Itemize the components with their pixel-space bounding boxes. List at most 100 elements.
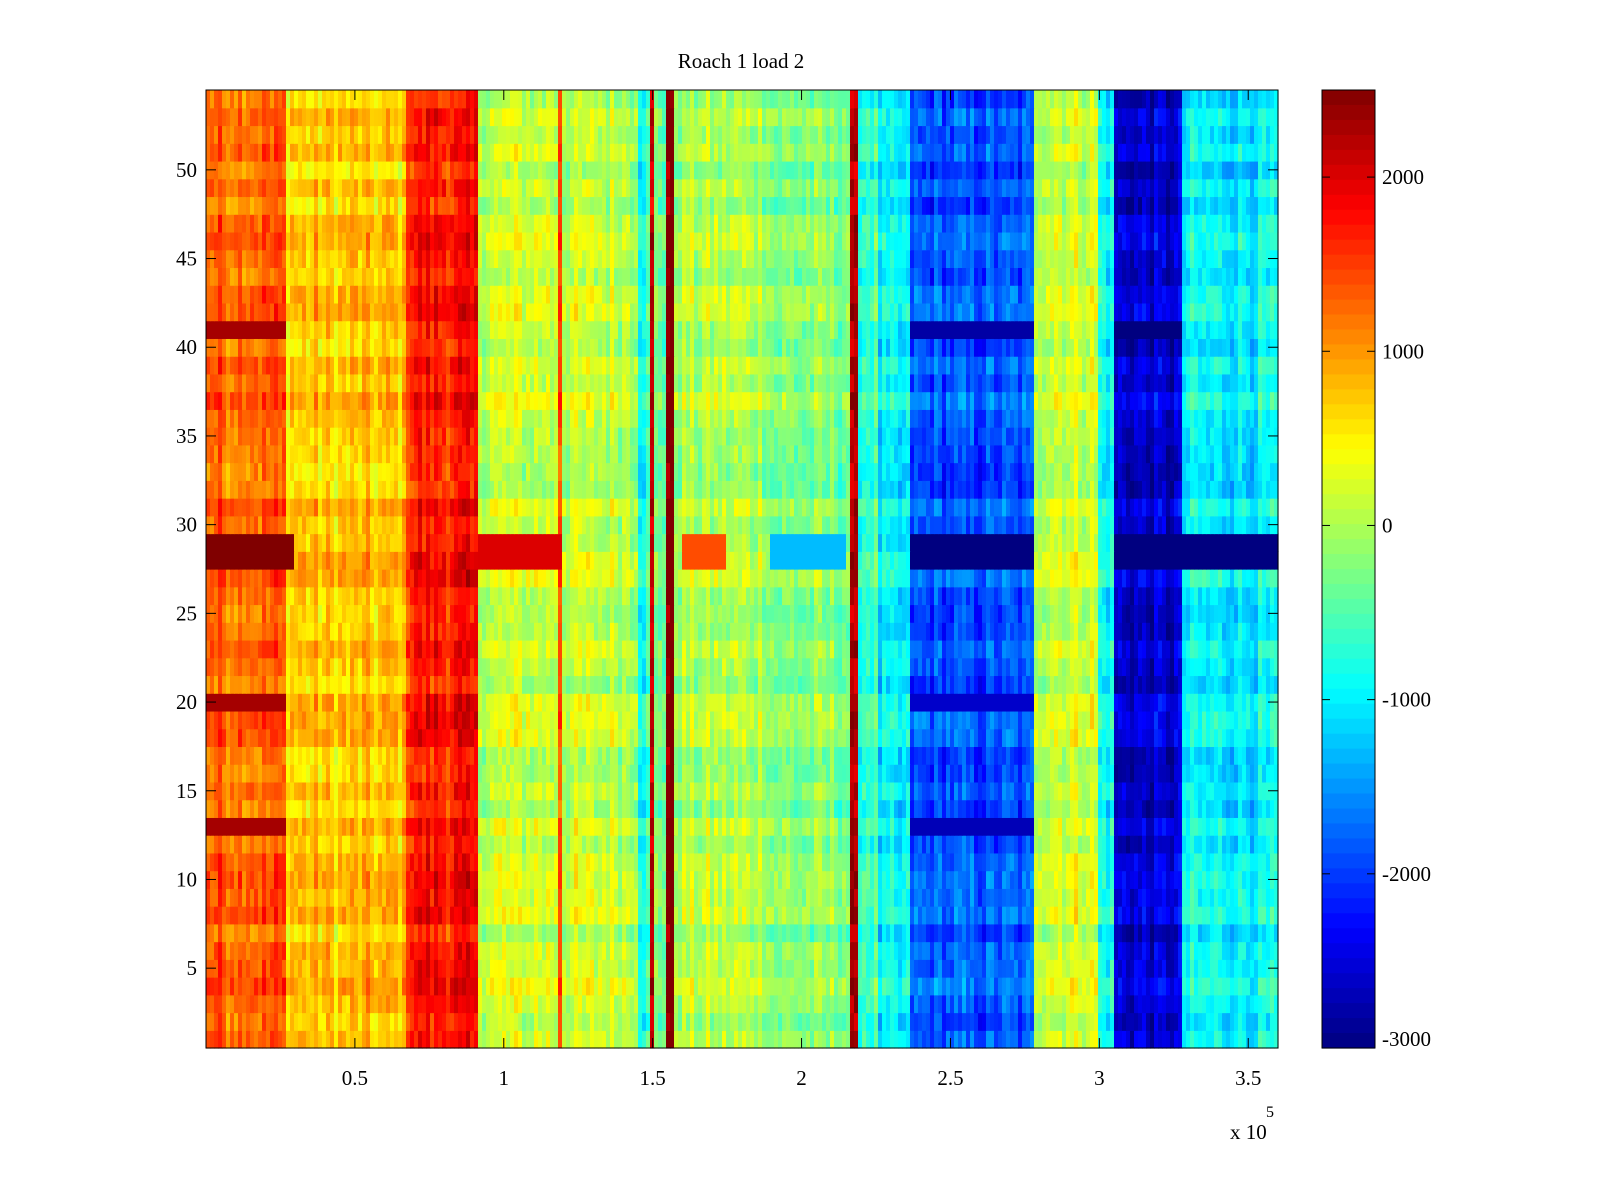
heatmap-cell xyxy=(710,710,715,730)
heatmap-cell xyxy=(586,764,591,783)
heatmap-cell xyxy=(514,994,519,1014)
heatmap-cell xyxy=(574,977,579,996)
heatmap-cell xyxy=(786,923,791,943)
heatmap-cell xyxy=(410,906,415,925)
heatmap-cell xyxy=(786,1012,791,1031)
heatmap-cell xyxy=(718,1012,723,1031)
heatmap-cell xyxy=(690,817,695,836)
heatmap-cell xyxy=(226,994,231,1014)
heatmap-cell xyxy=(590,977,595,996)
heatmap-cell xyxy=(502,835,507,854)
heatmap-cell xyxy=(598,852,603,872)
heatmap-cell xyxy=(1166,728,1171,748)
heatmap-cell xyxy=(1142,870,1147,889)
heatmap-cell xyxy=(902,835,907,854)
heatmap-cell xyxy=(982,764,987,783)
heatmap-cell xyxy=(826,764,831,783)
heatmap-cell xyxy=(222,906,227,925)
heatmap-cell xyxy=(1154,746,1159,765)
heatmap-cell xyxy=(402,781,407,801)
heatmap-cell xyxy=(226,710,231,730)
heatmap-cell xyxy=(394,781,399,801)
heatmap-cell xyxy=(1054,746,1059,765)
heatmap-cell xyxy=(870,1012,875,1031)
heatmap-cell xyxy=(270,906,275,925)
heatmap-cell xyxy=(578,764,583,783)
heatmap-cell xyxy=(978,817,983,836)
heatmap-cell xyxy=(626,781,631,801)
heatmap-cell xyxy=(1198,941,1203,960)
heatmap-cell xyxy=(1170,923,1175,943)
heatmap-cell xyxy=(822,959,827,978)
heatmap-cell xyxy=(1154,1030,1159,1049)
heatmap-cell xyxy=(414,781,419,801)
heatmap-cell xyxy=(362,870,367,889)
heatmap-cell xyxy=(650,906,655,925)
heatmap-cell xyxy=(922,746,927,765)
heatmap-cell xyxy=(1274,1012,1279,1031)
heatmap-cell xyxy=(262,835,267,854)
heatmap-cell xyxy=(798,710,803,730)
heatmap-cell xyxy=(422,959,427,978)
heatmap-cell xyxy=(1262,959,1267,978)
heatmap-cell xyxy=(758,959,763,978)
heatmap-cell xyxy=(1170,746,1175,765)
heatmap-cell xyxy=(250,781,255,801)
heatmap-cell xyxy=(602,746,607,765)
heatmap-cell xyxy=(322,994,327,1014)
heatmap-cell xyxy=(898,870,903,889)
heatmap-cell xyxy=(798,746,803,765)
heatmap-cell xyxy=(526,977,531,996)
heatmap-cell xyxy=(542,799,547,818)
heatmap-cell xyxy=(630,746,635,765)
heatmap-cell xyxy=(782,852,787,872)
heatmap-cell xyxy=(642,906,647,925)
heatmap-cell xyxy=(638,764,643,783)
heatmap-cell xyxy=(662,710,667,730)
heatmap-cell xyxy=(922,888,927,907)
heatmap-cell xyxy=(558,728,563,748)
heatmap-cell xyxy=(1010,764,1015,783)
heatmap-cell xyxy=(246,888,251,907)
heatmap-cell xyxy=(850,1012,855,1031)
heatmap-cell xyxy=(562,977,567,996)
heatmap-cell xyxy=(230,977,235,996)
heatmap-cell xyxy=(522,817,527,836)
heatmap-cell xyxy=(1154,799,1159,818)
heatmap-cell xyxy=(1082,817,1087,836)
heatmap-cell xyxy=(474,959,479,978)
heatmap-cell xyxy=(1114,852,1119,872)
heatmap-cell xyxy=(1230,977,1235,996)
heatmap-cell xyxy=(226,870,231,889)
heatmap-cell xyxy=(226,1030,231,1049)
heatmap-cell xyxy=(442,852,447,872)
heatmap-cell xyxy=(474,870,479,889)
heatmap-cell xyxy=(326,781,331,801)
heatmap-cell xyxy=(854,746,859,765)
heatmap-cell xyxy=(526,728,531,748)
heatmap-cell xyxy=(1186,941,1191,960)
heatmap-cell xyxy=(1150,888,1155,907)
heatmap-cell xyxy=(490,1012,495,1031)
heatmap-cell xyxy=(802,728,807,748)
heatmap-cell xyxy=(694,781,699,801)
heatmap-cell xyxy=(862,941,867,960)
heatmap-cell xyxy=(466,1030,471,1049)
heatmap-cell xyxy=(942,781,947,801)
heatmap-cell xyxy=(354,923,359,943)
heatmap-cell xyxy=(1234,781,1239,801)
heatmap-cell xyxy=(530,1030,535,1049)
heatmap-cell xyxy=(958,781,963,801)
heatmap-cell xyxy=(594,728,599,748)
heatmap-cell xyxy=(582,959,587,978)
heatmap-cell xyxy=(282,746,287,765)
heatmap-cell xyxy=(598,781,603,801)
heatmap-cell xyxy=(1066,923,1071,943)
heatmap-cell xyxy=(814,870,819,889)
heatmap-cell xyxy=(982,817,987,836)
heatmap-cell xyxy=(1026,852,1031,872)
heatmap-cell xyxy=(602,1030,607,1049)
heatmap-cell xyxy=(414,817,419,836)
heatmap-cell xyxy=(1162,728,1167,748)
heatmap-cell xyxy=(1038,781,1043,801)
